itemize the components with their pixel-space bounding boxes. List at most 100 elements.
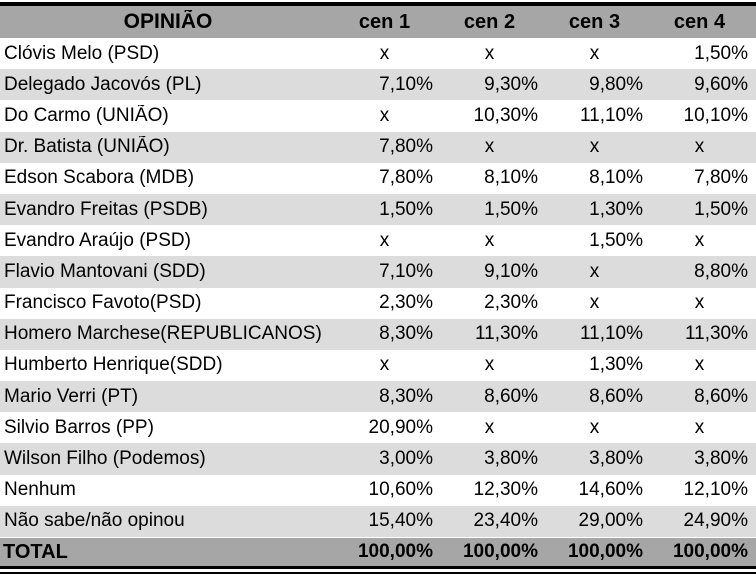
value-cell: x	[694, 416, 705, 438]
value-cell: 2,30%	[379, 292, 433, 314]
value-cell: 7,10%	[379, 73, 433, 95]
value-cell: x	[589, 416, 600, 438]
value-cell: 15,40%	[368, 510, 433, 532]
row-label: Nenhum	[4, 479, 76, 501]
value-cell: 9,10%	[484, 260, 538, 282]
header-opinion: OPINIÃO	[123, 10, 213, 33]
value-cell: x	[589, 292, 600, 314]
row-label: Francisco Favoto(PSD)	[4, 292, 202, 314]
value-cell: x	[694, 136, 705, 158]
row-label: Wilson Filho (Podemos)	[4, 448, 206, 470]
table-row: Homero Marchese(REPUBLICANOS) 8,30% 11,3…	[0, 318, 756, 350]
table-body: Clóvis Melo (PSD) x x x 1,50% Delegado J…	[0, 38, 756, 537]
value-cell: 8,10%	[484, 167, 538, 189]
table-bottom-border-gap	[0, 569, 756, 572]
value-cell: 1,50%	[694, 198, 748, 220]
header-cen-2: cen 2	[463, 10, 516, 33]
table-row: Evandro Araújo (PSD) x x 1,50% x	[0, 225, 756, 257]
table-row: Delegado Jacovós (PL) 7,10% 9,30% 9,80% …	[0, 69, 756, 101]
value-cell: 24,90%	[683, 510, 748, 532]
value-cell: 3,80%	[589, 448, 643, 470]
table-row: Do Carmo (UNIÃO) x 10,30% 11,10% 10,10%	[0, 100, 756, 132]
table-row: Clóvis Melo (PSD) x x x 1,50%	[0, 38, 756, 70]
row-label: Humberto Henrique(SDD)	[4, 354, 223, 376]
value-cell: 9,30%	[484, 73, 538, 95]
value-cell: 23,40%	[473, 510, 538, 532]
header-cen-1: cen 1	[358, 10, 411, 33]
value-cell: x	[589, 42, 600, 64]
value-cell: 3,00%	[379, 448, 433, 470]
value-cell: 7,80%	[379, 167, 433, 189]
row-label: Não sabe/não opinou	[4, 510, 185, 532]
row-label: Mario Verri (PT)	[4, 385, 139, 407]
value-cell: 11,30%	[684, 323, 748, 345]
value-cell: 3,80%	[484, 448, 538, 470]
table-row: Evandro Freitas (PSDB) 1,50% 1,50% 1,30%…	[0, 193, 756, 226]
row-label: Delegado Jacovós (PL)	[4, 73, 202, 95]
row-label: Silvio Barros (PP)	[4, 416, 154, 438]
value-cell: 8,60%	[694, 385, 748, 407]
value-cell: 1,50%	[484, 198, 538, 220]
value-cell: 3,80%	[694, 448, 748, 470]
value-cell: x	[589, 136, 600, 158]
row-label: Flavio Mantovani (SDD)	[4, 260, 206, 282]
row-label: Evandro Araújo (PSD)	[4, 229, 191, 251]
value-cell: 12,10%	[683, 479, 748, 501]
table-total-row: TOTAL 100,00% 100,00% 100,00% 100,00%	[0, 537, 756, 566]
header-cen-4: cen 4	[673, 10, 726, 33]
total-value-cell: 100,00%	[357, 541, 433, 562]
table-row: Wilson Filho (Podemos) 3,00% 3,80% 3,80%…	[0, 443, 756, 475]
row-label: Evandro Freitas (PSDB)	[4, 198, 208, 220]
value-cell: 7,10%	[379, 260, 433, 282]
value-cell: 7,80%	[694, 167, 748, 189]
table-row: Não sabe/não opinou 15,40% 23,40% 29,00%…	[0, 505, 756, 537]
table-bottom-border-outer	[0, 566, 756, 569]
value-cell: 20,90%	[368, 416, 433, 438]
value-cell: x	[379, 42, 390, 64]
value-cell: 11,10%	[579, 104, 643, 126]
value-cell: 1,30%	[589, 354, 643, 376]
total-value-cell: 100,00%	[462, 541, 538, 562]
value-cell: 2,30%	[484, 292, 538, 314]
value-cell: 29,00%	[578, 510, 643, 532]
value-cell: x	[694, 292, 705, 314]
value-cell: x	[379, 104, 390, 126]
value-cell: 9,60%	[694, 73, 748, 95]
value-cell: 8,60%	[484, 385, 538, 407]
value-cell: 10,60%	[368, 479, 433, 501]
table-bottom-border-inner	[0, 572, 756, 574]
value-cell: x	[694, 229, 705, 251]
value-cell: 10,30%	[473, 104, 538, 126]
value-cell: 8,60%	[589, 385, 643, 407]
value-cell: 11,30%	[474, 323, 538, 345]
value-cell: 9,80%	[589, 73, 643, 95]
total-value-cell: 100,00%	[672, 541, 748, 562]
row-label: Homero Marchese(REPUBLICANOS)	[4, 323, 322, 345]
value-cell: x	[484, 354, 495, 376]
value-cell: 1,30%	[589, 198, 643, 220]
value-cell: x	[484, 229, 495, 251]
total-value-cell: 100,00%	[567, 541, 643, 562]
table-row: Silvio Barros (PP) 20,90% x x x	[0, 412, 756, 444]
value-cell: x	[589, 260, 600, 282]
value-cell: x	[379, 354, 390, 376]
value-cell: 8,80%	[694, 260, 748, 282]
value-cell: x	[379, 229, 390, 251]
row-label: Do Carmo (UNIÃO)	[4, 104, 169, 126]
table-row: Dr. Batista (UNIÃO) 7,80% x x x	[0, 131, 756, 163]
table-row: Edson Scabora (MDB) 7,80% 8,10% 8,10% 7,…	[0, 162, 756, 194]
value-cell: 11,10%	[579, 323, 643, 345]
value-cell: 8,10%	[589, 167, 643, 189]
value-cell: x	[484, 136, 495, 158]
table-row: Francisco Favoto(PSD) 2,30% 2,30% x x	[0, 287, 756, 319]
value-cell: 14,60%	[578, 479, 643, 501]
table-row: Humberto Henrique(SDD) x x 1,30% x	[0, 349, 756, 382]
value-cell: 10,10%	[683, 104, 748, 126]
value-cell: 12,30%	[473, 479, 538, 501]
table-row: Mario Verri (PT) 8,30% 8,60% 8,60% 8,60%	[0, 381, 756, 413]
value-cell: 1,50%	[589, 229, 643, 251]
row-label: Edson Scabora (MDB)	[4, 167, 195, 189]
value-cell: x	[484, 416, 495, 438]
